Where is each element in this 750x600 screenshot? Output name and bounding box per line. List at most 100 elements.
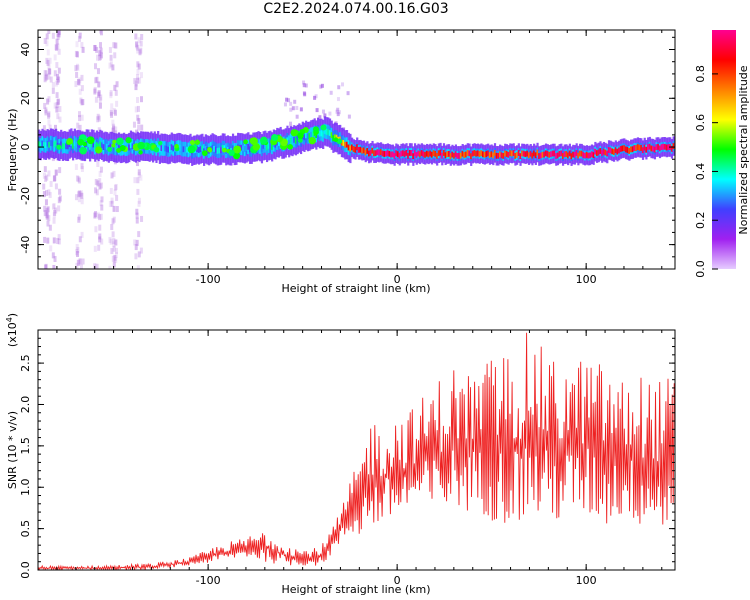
ridge-core-mark: [112, 144, 116, 151]
noise-mark: [55, 106, 59, 113]
noise-mark: [44, 264, 48, 269]
ridge-core-mark: [578, 150, 582, 157]
noise-mark: [80, 42, 84, 49]
ridge-core-mark: [572, 151, 575, 158]
noise-mark: [114, 252, 118, 259]
ridge-core-mark: [567, 152, 570, 159]
ridge-core-mark: [561, 153, 565, 159]
noise-mark: [140, 34, 144, 41]
ridge-core-mark: [459, 152, 463, 159]
ridge-core-mark: [55, 140, 58, 147]
ridge-core-mark: [442, 150, 446, 156]
ridge-core-mark: [439, 149, 442, 156]
ridge-core-mark: [453, 152, 456, 159]
noise-mark: [99, 94, 103, 101]
ridge-core-mark: [613, 149, 616, 155]
ridge-core-mark: [483, 151, 486, 158]
noise-mark: [289, 121, 293, 126]
ridge-core-mark: [340, 139, 344, 146]
noise-mark: [110, 172, 114, 179]
ridge-core-mark: [403, 151, 406, 157]
noise-mark: [94, 77, 98, 84]
noise-mark: [79, 264, 83, 269]
ridge-core-mark: [519, 153, 522, 160]
noise-mark: [289, 107, 293, 112]
noise-mark: [111, 231, 115, 238]
noise-mark: [99, 166, 103, 173]
ridge-core-mark: [356, 144, 359, 151]
ridge-core-mark: [650, 145, 653, 152]
ridge-core-mark: [218, 147, 221, 154]
noise-mark: [80, 99, 84, 106]
ridge-blob-mark: [86, 137, 92, 142]
noise-mark: [47, 119, 51, 126]
ridge-core-mark: [334, 134, 337, 141]
noise-mark: [335, 109, 339, 114]
noise-mark: [55, 102, 59, 109]
noise-mark: [302, 80, 306, 85]
noise-mark: [336, 107, 340, 112]
noise-mark: [56, 73, 60, 80]
noise-mark: [112, 125, 116, 132]
noise-mark: [100, 196, 104, 203]
noise-mark: [98, 30, 102, 34]
noise-mark: [56, 78, 60, 85]
noise-mark: [95, 189, 99, 196]
ridge-core-mark: [322, 131, 325, 138]
ridge-core-mark: [653, 146, 657, 153]
noise-mark: [94, 96, 98, 103]
noise-mark: [135, 43, 139, 50]
ridge-core-mark: [172, 145, 175, 152]
colorbar-tick-label: 0.4: [694, 163, 707, 181]
noise-mark: [54, 169, 58, 176]
noise-mark: [42, 172, 46, 179]
ridge-core-mark: [48, 141, 51, 148]
ridge-blob-mark: [94, 146, 103, 154]
noise-mark: [293, 99, 297, 104]
noise-mark: [53, 209, 57, 216]
ridge-core-mark: [264, 142, 267, 149]
y-tick-label: -20: [19, 187, 32, 205]
ridge-core-mark: [60, 141, 63, 148]
noise-mark: [46, 237, 50, 244]
noise-mark: [100, 52, 104, 59]
noise-mark: [285, 97, 289, 102]
noise-mark: [112, 123, 116, 130]
colorbar-gradient: [712, 30, 736, 269]
noise-mark: [295, 114, 299, 119]
noise-mark: [45, 213, 49, 220]
ridge-core-mark: [354, 146, 357, 153]
noise-mark: [136, 44, 140, 51]
ridge-core-mark: [580, 150, 583, 157]
noise-mark: [48, 68, 52, 75]
ridge-core-mark: [424, 151, 427, 158]
noise-mark: [46, 220, 50, 227]
ridge-core-mark: [75, 142, 78, 148]
noise-mark: [78, 115, 82, 122]
ridge-core-mark: [310, 131, 313, 138]
ridge-core-mark: [606, 150, 609, 157]
noise-mark: [137, 197, 141, 204]
noise-mark: [115, 100, 119, 107]
ridge-core-mark: [645, 146, 648, 153]
ridge-core-mark: [521, 150, 524, 157]
noise-mark: [55, 38, 59, 45]
noise-mark: [77, 190, 81, 197]
noise-mark: [109, 238, 113, 245]
ridge-core-mark: [231, 145, 235, 152]
snr-multiplier-exp: 4: [5, 317, 14, 322]
ridge-core-mark: [49, 140, 53, 147]
ridge-core-mark: [128, 144, 131, 151]
ridge-core-mark: [619, 146, 623, 152]
ridge-core-mark: [407, 152, 410, 159]
ridge-core-mark: [628, 148, 631, 154]
ridge-core-mark: [558, 150, 561, 157]
ridge-core-mark: [325, 128, 328, 135]
ridge-core-mark: [352, 146, 355, 152]
ridge-core-mark: [456, 152, 459, 159]
noise-mark: [132, 121, 136, 128]
ridge-blob-mark: [228, 149, 235, 157]
ridge-blob-mark: [112, 139, 117, 144]
noise-mark: [318, 115, 322, 120]
noise-mark: [75, 244, 79, 251]
